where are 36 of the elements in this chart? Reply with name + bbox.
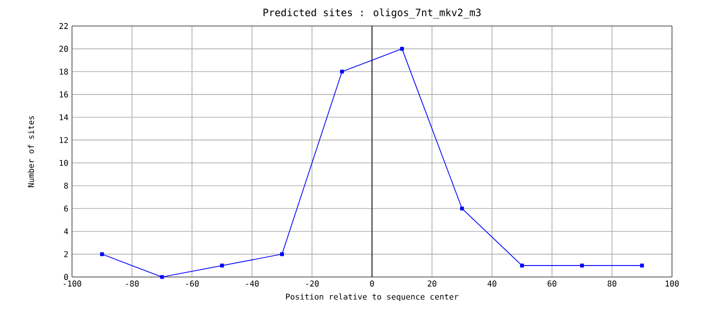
chart-title: Predicted sites : oligos_7nt_mkv2_m3 bbox=[264, 8, 481, 18]
x-tick-label: -20 bbox=[306, 280, 319, 287]
y-tick-label: 18 bbox=[60, 68, 68, 75]
y-tick-label: 22 bbox=[59, 23, 68, 29]
point bbox=[640, 264, 644, 268]
x-tick-label: 80 bbox=[608, 280, 616, 287]
x-tick-label: -100 bbox=[64, 280, 82, 287]
x-tick-label: 100 bbox=[666, 280, 679, 287]
y-tick-label: 16 bbox=[60, 91, 68, 98]
y-tick-label: 14 bbox=[60, 114, 68, 120]
y-tick-label: 20 bbox=[59, 46, 68, 52]
x-tick-label: -60 bbox=[186, 280, 199, 287]
y-tick-label: 4 bbox=[64, 228, 68, 234]
point bbox=[160, 275, 164, 279]
point bbox=[220, 264, 224, 268]
y-tick-label: 2 bbox=[64, 251, 68, 258]
x-tick-label: 0 bbox=[370, 280, 374, 287]
point bbox=[520, 264, 524, 268]
x-tick-label: 20 bbox=[428, 280, 436, 287]
y-tick-label: 6 bbox=[64, 206, 68, 212]
y-tick-label: 0 bbox=[64, 274, 68, 280]
point bbox=[400, 46, 404, 51]
x-tick-label: 60 bbox=[548, 280, 556, 287]
x-axis-title: Position relative to sequence center bbox=[286, 293, 458, 302]
x-tick-label: 40 bbox=[488, 280, 496, 287]
y-tick-label: 12 bbox=[60, 137, 68, 144]
point bbox=[100, 252, 104, 256]
y-tick-label: 8 bbox=[64, 182, 68, 189]
point bbox=[580, 264, 584, 268]
point bbox=[340, 70, 344, 74]
x-tick-label: -40 bbox=[246, 280, 259, 287]
y-axis-title: Number of sites bbox=[28, 116, 34, 188]
y-tick-label: 10 bbox=[60, 160, 68, 166]
x-tick-label: -80 bbox=[126, 280, 139, 287]
point bbox=[460, 206, 464, 210]
point bbox=[280, 252, 284, 256]
